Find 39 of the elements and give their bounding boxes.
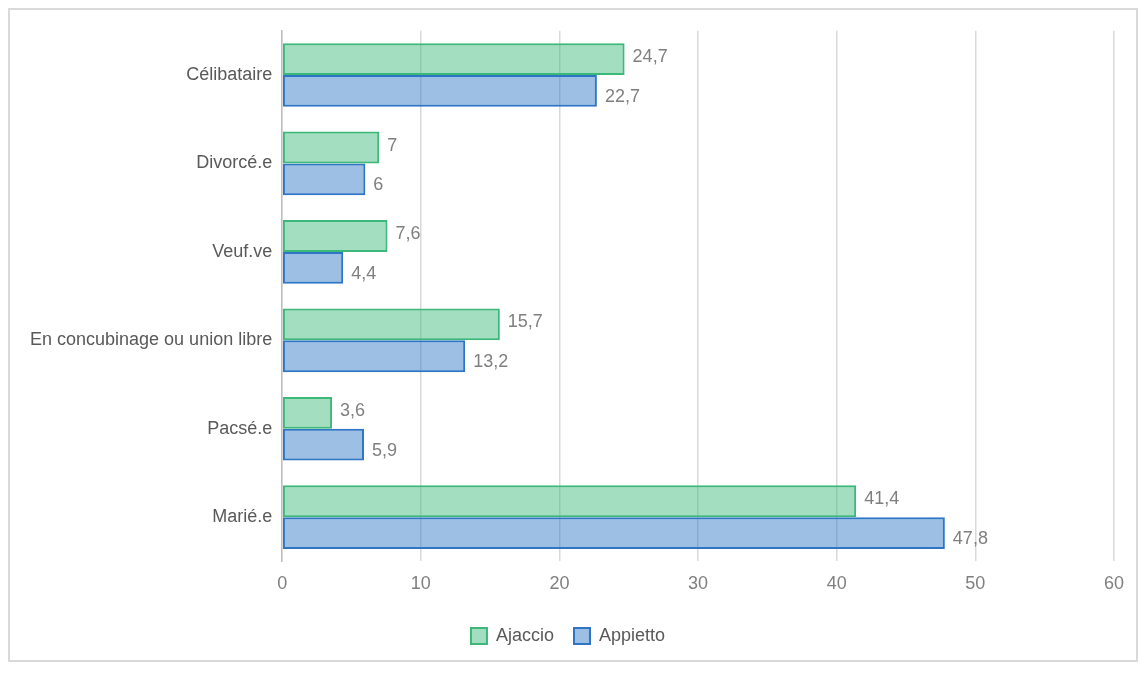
bar: [282, 251, 344, 284]
data-label: 7: [387, 134, 398, 155]
bar: [282, 308, 500, 341]
bar: [282, 220, 388, 252]
bar: [282, 517, 945, 550]
x-tick-label: 40: [826, 573, 847, 594]
data-label: 15,7: [507, 311, 543, 332]
x-tick-label: 20: [549, 573, 570, 594]
x-tick-label: 30: [688, 573, 709, 594]
y-tick-label: Pacsé.e: [207, 417, 273, 438]
y-tick-label: En concubinage ou union libre: [30, 329, 273, 350]
data-label: 47,8: [952, 528, 988, 549]
data-label: 41,4: [864, 488, 900, 509]
legend-label: Ajaccio: [495, 624, 554, 645]
bar: [282, 485, 857, 518]
bar: [282, 43, 625, 76]
data-label: 13,2: [473, 351, 509, 372]
data-label: 7,6: [395, 222, 421, 243]
bar: [282, 131, 380, 164]
bar: [282, 396, 333, 429]
bar: [282, 75, 597, 107]
y-tick-label: Marié.e: [212, 506, 273, 527]
data-label: 24,7: [632, 46, 668, 67]
data-label: 4,4: [351, 262, 377, 283]
legend-label: Appietto: [598, 624, 666, 645]
y-tick-label: Veuf.ve: [212, 240, 273, 261]
x-tick-label: 10: [410, 573, 431, 594]
x-tick-label: 50: [965, 573, 986, 594]
x-tick-label: 60: [1103, 573, 1124, 594]
y-tick-label: Divorcé.e: [196, 152, 273, 173]
y-tick-label: Célibataire: [186, 63, 273, 84]
data-label: 22,7: [604, 85, 640, 106]
data-label: 6: [373, 174, 384, 195]
data-label: 5,9: [371, 439, 398, 460]
x-tick-label: 0: [277, 573, 288, 594]
data-label: 3,6: [340, 399, 366, 420]
bar: [282, 163, 366, 196]
bar: [282, 428, 364, 461]
bar: [282, 340, 466, 373]
